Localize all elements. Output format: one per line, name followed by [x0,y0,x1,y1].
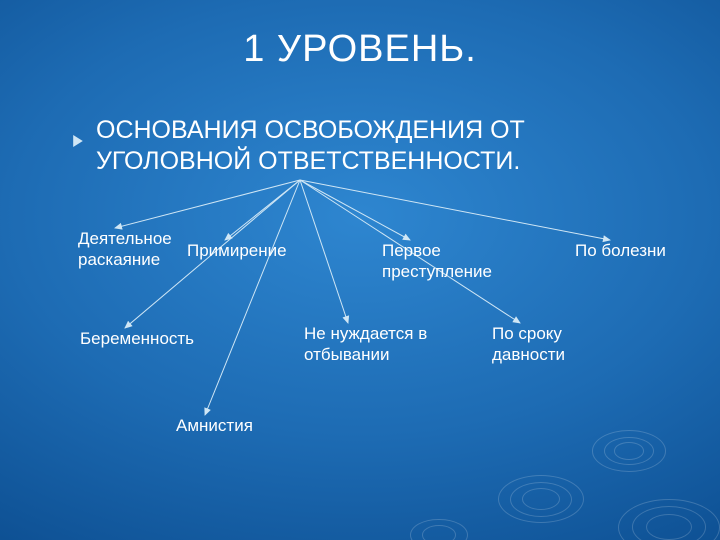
ripple-circle [614,442,644,459]
arrow-repentance [115,180,300,228]
ripple-circle [618,499,720,540]
arrow-amnesty [205,180,300,415]
ripple-circle [498,475,584,523]
ripple-circle [632,506,706,540]
ripple-circle [604,437,654,465]
label-reconcile: Примирение [187,240,287,261]
arrow-first-crime [300,180,410,240]
ripple-circle [522,488,560,510]
ripple-circle [592,430,666,472]
slide: 1 УРОВЕНЬ. ОСНОВАНИЯ ОСВОБОЖДЕНИЯ ОТ УГО… [0,0,720,540]
label-repentance: Деятельное раскаяние [78,228,172,271]
bullet-text: ОСНОВАНИЯ ОСВОБОЖДЕНИЯ ОТ УГОЛОВНОЙ ОТВЕ… [96,115,662,178]
bullet-marker-icon [72,125,84,137]
arrow-no-serve [300,180,348,323]
bullet-heading: ОСНОВАНИЯ ОСВОБОЖДЕНИЯ ОТ УГОЛОВНОЙ ОТВЕ… [72,115,662,178]
label-illness: По болезни [575,240,666,261]
label-no-serve: Не нуждается в отбывании [304,323,427,366]
label-amnesty: Амнистия [176,415,253,436]
ripple-circle [646,514,692,540]
label-pregnancy: Беременность [80,328,194,349]
arrow-illness [300,180,610,240]
label-limitation: По сроку давности [492,323,565,366]
ripple-circle [410,519,468,540]
arrow-reconcile [225,180,300,240]
slide-title: 1 УРОВЕНЬ. [0,28,720,71]
label-first-crime: Первое преступление [382,240,492,283]
ripple-circle [510,482,572,517]
ripple-circle [422,525,456,540]
